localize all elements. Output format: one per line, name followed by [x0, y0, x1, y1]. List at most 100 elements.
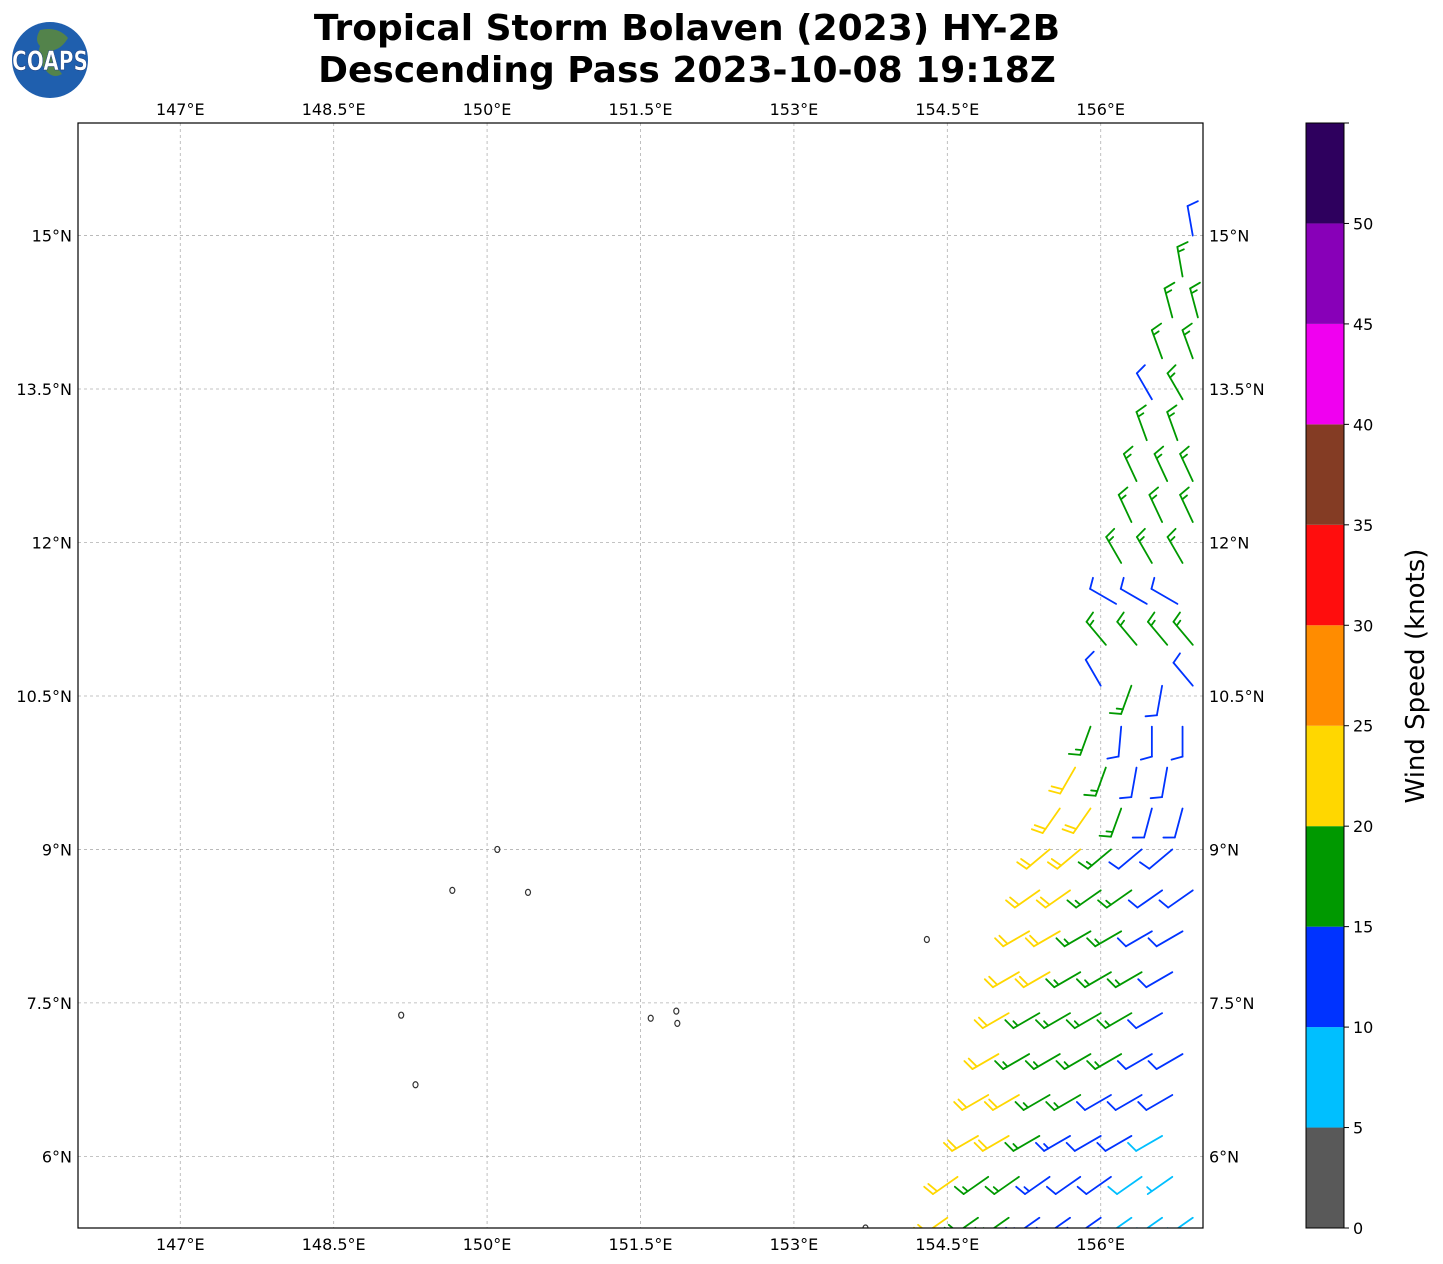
- lon-label-bottom: 154.5°E: [915, 1235, 979, 1254]
- wind-barb: [1105, 527, 1123, 564]
- wind-barb: [1066, 1216, 1102, 1228]
- lat-label-right: 13.5°N: [1209, 380, 1265, 399]
- wind-barb: [973, 1135, 1010, 1152]
- wind-barb: [1035, 1012, 1071, 1030]
- wind-barb: [913, 1216, 949, 1228]
- wind-barb: [1014, 971, 1051, 989]
- wind-barb: [984, 1175, 1020, 1195]
- wind-barb: [1055, 930, 1092, 948]
- colorbar-bin: [1306, 424, 1344, 525]
- wind-barb: [953, 1094, 990, 1111]
- wind-barb: [1150, 576, 1179, 605]
- wind-barb: [973, 1012, 1010, 1030]
- lon-label-top: 150°E: [463, 100, 512, 119]
- wind-barb: [1131, 807, 1153, 839]
- island-coastline: [494, 845, 501, 854]
- wind-barb: [994, 1053, 1031, 1070]
- wind-barb: [963, 1053, 1000, 1070]
- island-coastline: [524, 888, 532, 897]
- wind-barb: [983, 971, 1020, 989]
- island-coastline: [673, 1007, 680, 1015]
- lon-label-bottom: 148.5°E: [302, 1235, 366, 1254]
- wind-barb: [1065, 1135, 1102, 1152]
- wind-barb: [1116, 930, 1153, 948]
- colorbar-frame: [1305, 122, 1345, 1229]
- title-line-2: Descending Pass 2023-10-08 19:18Z: [318, 50, 1056, 91]
- wind-barb: [1106, 971, 1143, 989]
- lat-label-right: 6°N: [1209, 1147, 1239, 1166]
- wind-barb: [1030, 807, 1061, 834]
- island-coastline: [398, 1011, 405, 1019]
- wind-barb: [1024, 930, 1061, 948]
- wind-barb: [1077, 848, 1112, 870]
- wind-barb: [1139, 848, 1174, 870]
- wind-barb: [1096, 1012, 1133, 1030]
- wind-barb: [1086, 1053, 1123, 1070]
- colorbar-bin: [1306, 223, 1344, 324]
- wind-barb: [1139, 725, 1153, 761]
- wind-barb: [1179, 486, 1194, 523]
- wind-barb: [1067, 725, 1092, 756]
- axis-ticks: 147°E 147°E 148.5°E 148.5°E 150°E 150°E 151.5°…: [16, 100, 1264, 1254]
- wind-barb: [1016, 848, 1051, 870]
- wind-barb: [1117, 486, 1133, 523]
- wind-barb: [943, 1216, 979, 1228]
- colorbar-bin: [1306, 123, 1344, 224]
- wind-barb: [1137, 1094, 1174, 1111]
- wind-barb: [1106, 725, 1123, 760]
- lat-label-right: 9°N: [1209, 840, 1239, 859]
- wind-barb: [1135, 527, 1153, 564]
- wind-barb: [1045, 971, 1082, 989]
- wind-barb: [1061, 807, 1092, 834]
- lon-label-bottom: 147°E: [156, 1235, 205, 1254]
- wind-barb: [1135, 404, 1148, 442]
- colorbar-label: Wind Speed (knots): [1401, 549, 1431, 804]
- lon-label-bottom: 150°E: [463, 1235, 512, 1254]
- wind-barb: [1014, 1094, 1051, 1111]
- wind-barb: [1035, 1135, 1071, 1152]
- colorbar-bin: [1306, 826, 1344, 927]
- wind-barb: [1137, 971, 1174, 989]
- wind-barb: [1004, 1012, 1041, 1030]
- wind-barb: [1172, 652, 1194, 687]
- wind-barb: [1065, 1012, 1102, 1030]
- wind-barb: [1108, 684, 1133, 715]
- lat-label-right: 7.5°N: [1209, 994, 1254, 1013]
- lat-label-left: 7.5°N: [27, 994, 72, 1013]
- lon-label-top: 147°E: [156, 100, 205, 119]
- wind-barb: [1097, 889, 1133, 909]
- svg-text:COAPS: COAPS: [12, 46, 88, 77]
- wind-barb: [1004, 1135, 1041, 1152]
- wind-barb: [1075, 1094, 1112, 1111]
- wind-barb: [1119, 766, 1138, 800]
- coastlines: [398, 845, 930, 1228]
- wind-barb: [1147, 1053, 1184, 1070]
- colorbar-tick-label: 25: [1353, 717, 1373, 736]
- wind-barb: [1076, 1175, 1112, 1195]
- wind-barb: [1089, 576, 1117, 605]
- wind-barb: [1158, 889, 1194, 909]
- wind-barb: [1098, 807, 1123, 838]
- colorbar-tick-label: 20: [1353, 817, 1373, 836]
- island-coastline: [674, 1019, 681, 1027]
- wind-barb: [1153, 445, 1169, 483]
- wind-barb: [1107, 1175, 1143, 1195]
- wind-barb: [1086, 930, 1123, 948]
- wind-barb: [1148, 486, 1163, 523]
- wind-barb: [1035, 1216, 1071, 1228]
- wind-barb: [1166, 1216, 1194, 1228]
- coaps-logo: COAPS: [12, 22, 88, 98]
- wind-barb: [1186, 200, 1199, 237]
- island-coastline: [923, 935, 930, 944]
- lon-label-top: 148.5°E: [302, 100, 366, 119]
- wind-barb: [1150, 322, 1163, 360]
- wind-barb: [1085, 611, 1107, 646]
- wind-barb: [1015, 1175, 1051, 1195]
- island-coastline: [862, 1224, 869, 1228]
- gridlines: [78, 123, 1203, 1228]
- wind-barb: [1083, 766, 1107, 797]
- wind-barb: [1066, 889, 1102, 909]
- wind-barb: [1096, 1135, 1133, 1152]
- wind-barb: [953, 1175, 990, 1195]
